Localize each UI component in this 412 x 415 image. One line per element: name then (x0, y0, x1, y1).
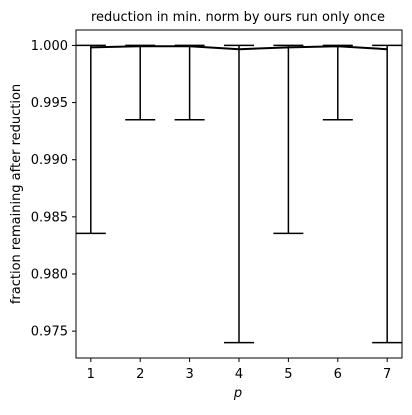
error-bar-3 (174, 44, 205, 121)
x-tick-label-5: 5 (284, 367, 292, 382)
x-tick-label-1: 1 (87, 367, 95, 382)
error-bars (75, 44, 403, 344)
y-tick-label-5: 0.995 (31, 96, 68, 111)
x-tick-label-3: 3 (185, 367, 193, 382)
error-bar-5 (273, 44, 304, 235)
y-axis-title: fraction remaining after reduction (9, 84, 24, 304)
y-axis: 0.975 0.980 0.985 0.990 0.995 1.000 (31, 39, 76, 340)
chart-title: reduction in min. norm by ours run only … (91, 10, 385, 25)
series-line-1 (90, 45, 388, 51)
x-tick-label-6: 6 (334, 367, 342, 382)
error-bar-4 (224, 44, 254, 344)
error-bar-7 (372, 44, 403, 344)
series-lines (90, 45, 388, 51)
x-tick-label-2: 2 (136, 367, 144, 382)
error-bar-2 (125, 44, 156, 121)
y-tick-label-4: 0.990 (31, 153, 68, 168)
y-tick-label-2: 0.980 (31, 268, 68, 283)
x-tick-label-7: 7 (383, 367, 391, 382)
y-tick-label-6: 1.000 (31, 39, 68, 54)
y-tick-label-3: 0.985 (31, 210, 68, 225)
error-bar-1 (75, 44, 106, 235)
y-tick-label-1: 0.975 (31, 325, 68, 340)
x-axis-title: p (233, 386, 242, 401)
error-bar-6 (322, 44, 353, 121)
x-axis: 1 2 3 4 5 6 7 (87, 358, 391, 382)
x-tick-label-4: 4 (235, 367, 243, 382)
